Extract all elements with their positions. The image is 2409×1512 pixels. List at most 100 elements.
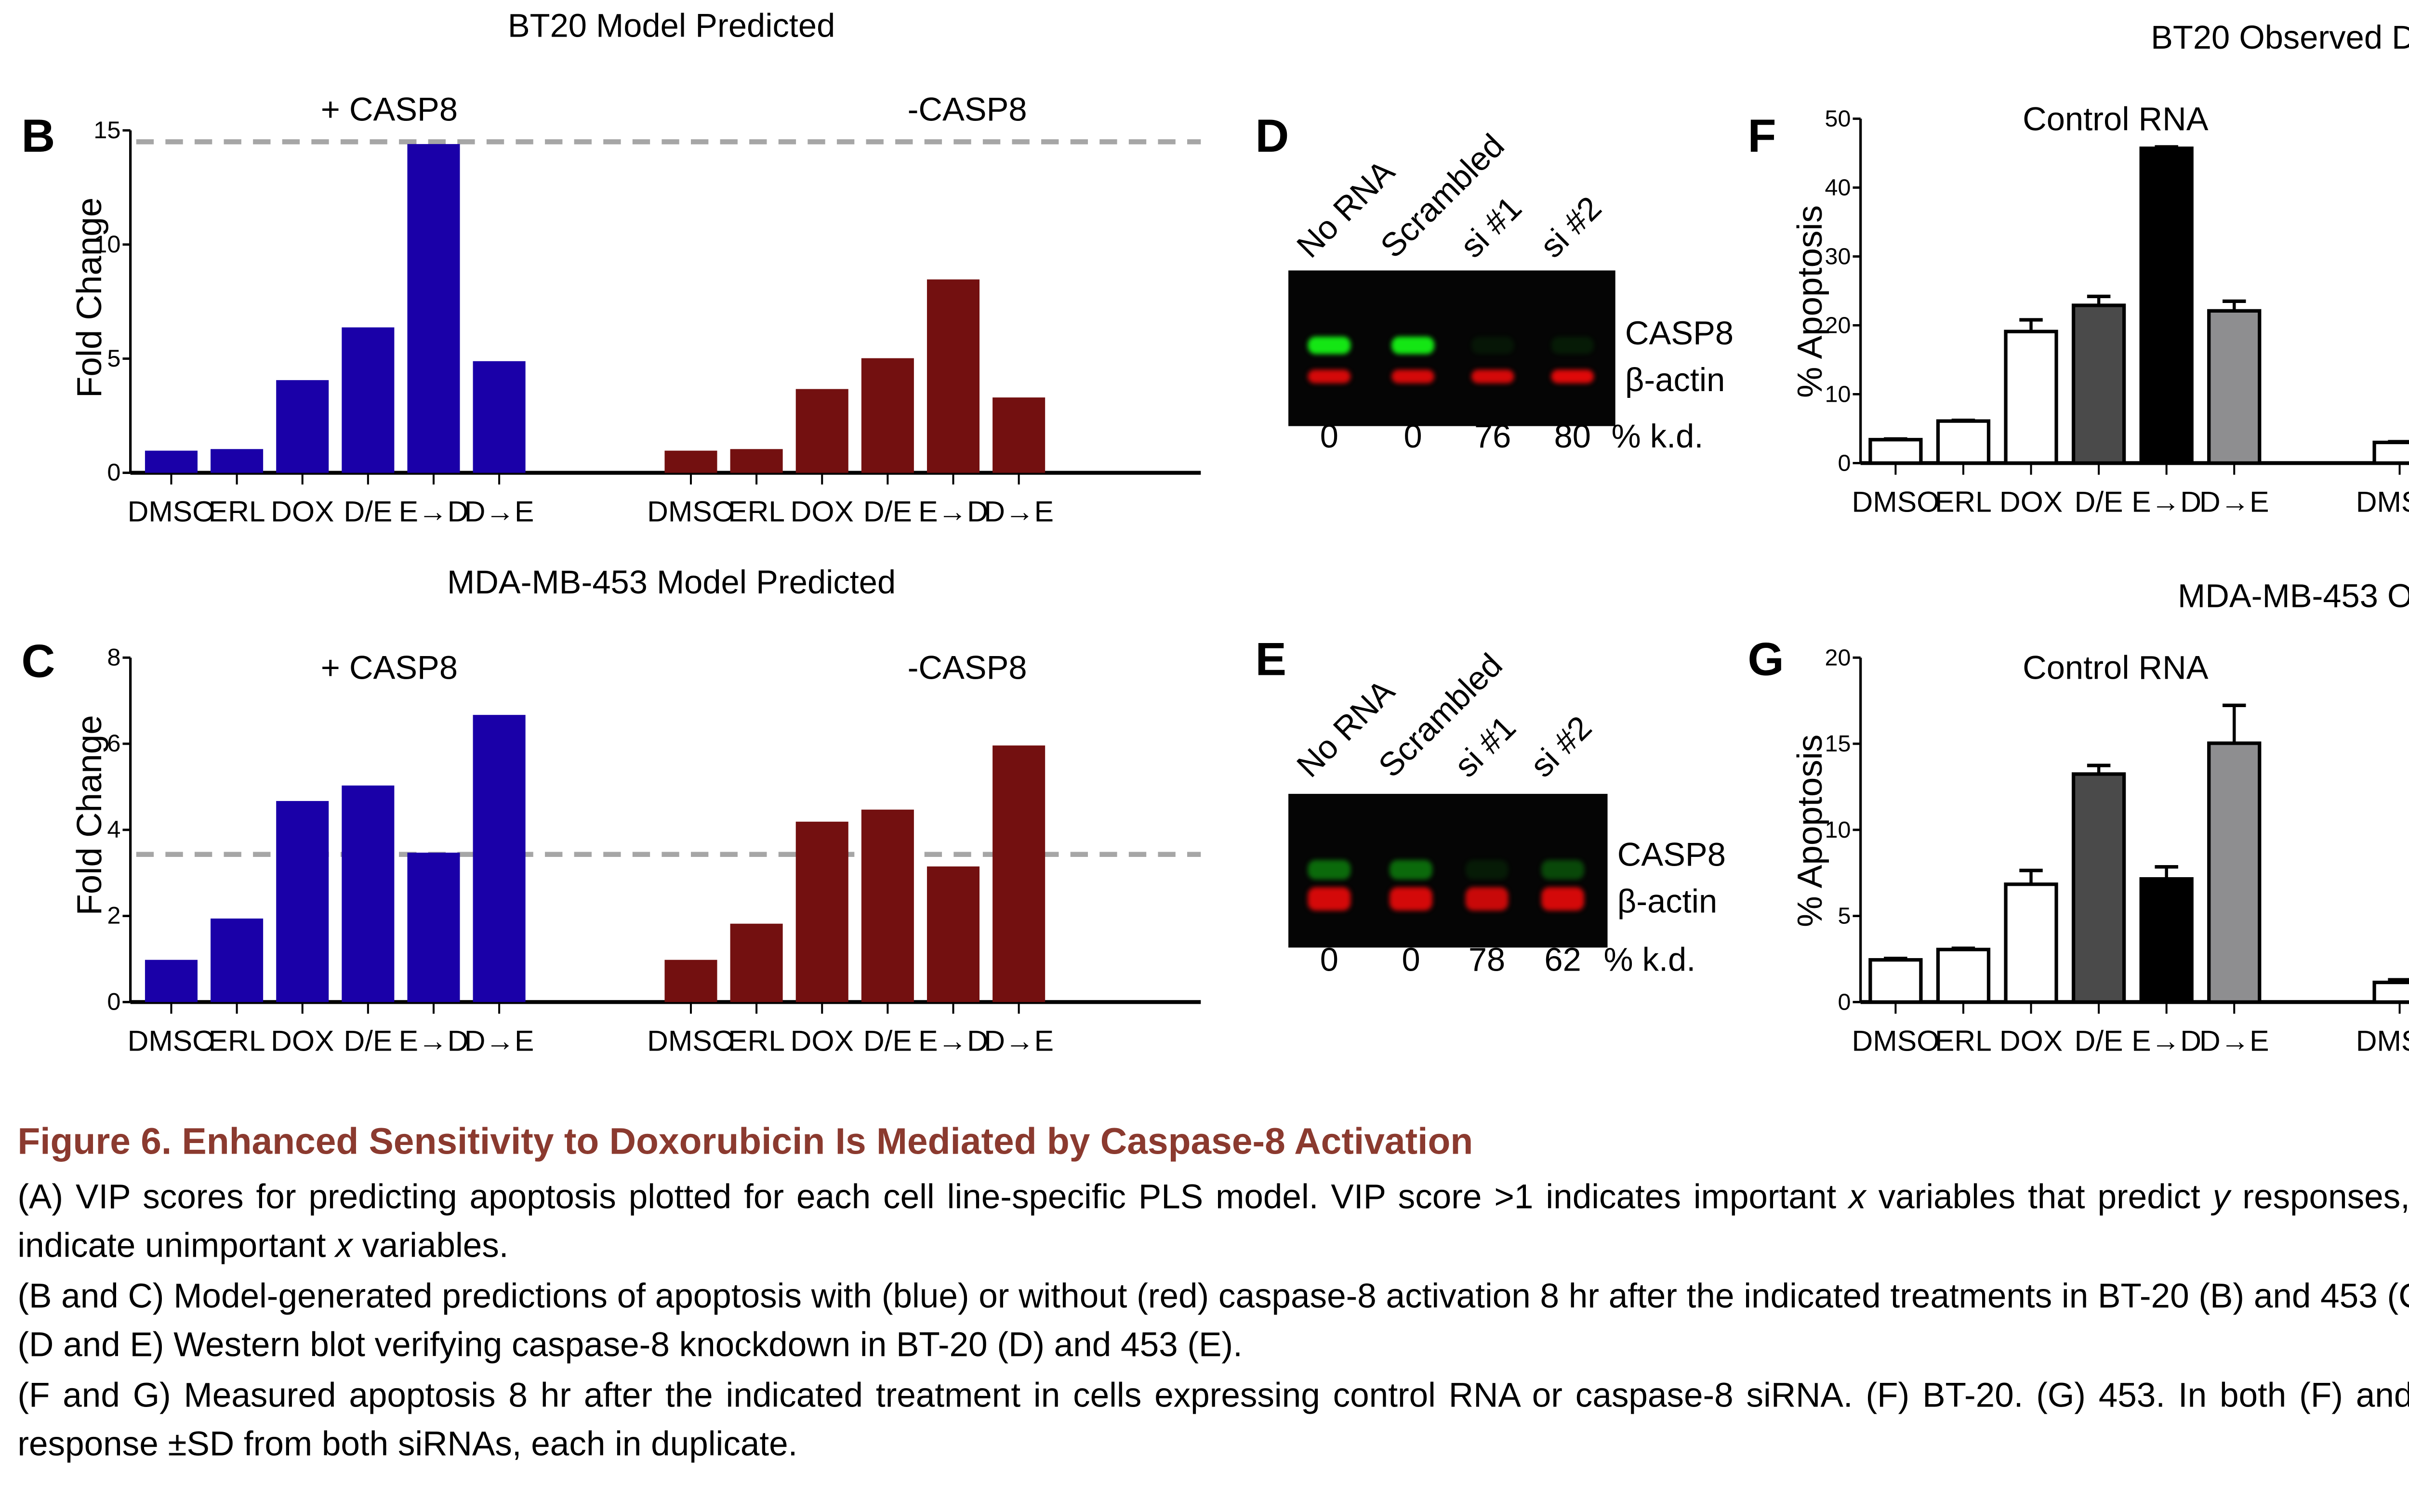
x-tick-label: D/E <box>344 1024 392 1057</box>
bar-casp8-d-to-e <box>473 361 526 473</box>
bar-casp8-dmso <box>145 960 198 1002</box>
bar-casp8-erl <box>211 449 264 473</box>
lane-label-si-2: si #2 <box>1523 709 1600 785</box>
x-tick-label: DOX <box>271 1024 334 1057</box>
bar-casp8-erl <box>730 449 783 473</box>
bar-casp8-sirna-dmso <box>2372 980 2409 1004</box>
x-tick-label: D/E <box>2075 1024 2123 1057</box>
y-tick-label: 20 <box>1825 313 1851 339</box>
bar-casp8-d-e <box>342 327 395 473</box>
y-tick-label: 8 <box>107 643 120 671</box>
x-tick-label: E→D <box>399 1024 469 1057</box>
beta-actin-band <box>1391 369 1435 383</box>
x-tick-label: E→D <box>918 495 988 528</box>
y-tick-label: 10 <box>93 230 120 258</box>
x-tick-label: DMSO <box>2356 1024 2409 1057</box>
figure-caption: Figure 6. Enhanced Sensitivity to Doxoru… <box>17 1119 2409 1470</box>
y-tick-label: 10 <box>1825 817 1851 843</box>
casp8-band <box>1551 336 1594 355</box>
x-tick-label: D→E <box>2199 485 2269 518</box>
x-tick-label: E→D <box>2131 485 2201 518</box>
caption-paragraph-bc: (B and C) Model-generated predictions of… <box>17 1275 2409 1315</box>
knockdown-label: % k.d. <box>1603 942 1696 979</box>
casp8-band <box>1391 336 1435 355</box>
x-tick-label: ERL <box>1935 1024 1992 1057</box>
knockdown-value: 0 <box>1402 942 1420 979</box>
x-tick-label: D→E <box>464 495 534 528</box>
x-tick-label: D/E <box>863 495 912 528</box>
chart-title-b: BT20 Model Predicted <box>507 8 835 45</box>
x-tick-label: DOX <box>1999 1024 2063 1057</box>
bar-casp8-dmso <box>664 960 717 1002</box>
x-tick-label: D→E <box>464 1024 534 1057</box>
knockdown-value: 0 <box>1320 942 1339 979</box>
bar-casp8-dmso <box>145 450 198 473</box>
casp8-band <box>1471 336 1514 355</box>
bar-control-rna-dox <box>2004 882 2058 1004</box>
beta-actin-label: β-actin <box>1617 883 1718 920</box>
y-axis-label: Fold Change <box>70 715 109 915</box>
x-tick-label: ERL <box>728 1024 785 1057</box>
beta-actin-band <box>1308 887 1351 911</box>
x-tick-label: E→D <box>2131 1024 2201 1057</box>
panel-letter-e: E <box>1255 634 1287 687</box>
panel-letter-f: F <box>1747 111 1776 164</box>
x-tick-label: DMSO <box>1852 1024 1940 1057</box>
chart-title-f: BT20 Observed Data <box>2151 19 2409 57</box>
panel-letter-c: C <box>21 636 55 689</box>
bar-casp8-d-e <box>342 785 395 1002</box>
caption-paragraph-fg: (F and G) Measured apoptosis 8 hr after … <box>17 1374 2409 1463</box>
casp8-label: CASP8 <box>1617 836 1726 874</box>
bar-casp8-d-e <box>861 358 914 473</box>
blot-image-e <box>1288 794 1608 948</box>
x-tick-label: DOX <box>1999 485 2063 518</box>
lane-label-si-2: si #2 <box>1533 189 1609 265</box>
y-tick-label: 15 <box>1825 731 1851 757</box>
x-tick-label: E→D <box>399 495 469 528</box>
bar-control-rna-d-e <box>2071 772 2126 1004</box>
beta-actin-band <box>1308 369 1351 383</box>
caption-paragraph-a: (A) VIP scores for predicting apoptosis … <box>17 1176 2409 1265</box>
casp8-band <box>1465 860 1509 880</box>
bar-control-rna-dox <box>2004 329 2058 465</box>
bar-casp8-erl <box>730 923 783 1002</box>
y-tick-label: 20 <box>1825 644 1851 671</box>
y-tick-label: 6 <box>107 729 120 757</box>
group-label-casp8: -CASP8 <box>908 91 1027 128</box>
chart-title-c: MDA-MB-453 Model Predicted <box>447 564 896 602</box>
y-axis-label: % Apoptosis <box>1790 205 1829 398</box>
bar-casp8-d-to-e <box>993 745 1046 1002</box>
panel-letter-b: B <box>21 111 55 164</box>
y-tick-label: 0 <box>1838 989 1851 1015</box>
knockdown-value: 0 <box>1403 418 1422 456</box>
bar-casp8-dox <box>795 821 848 1002</box>
casp8-band <box>1541 860 1585 880</box>
knockdown-value: 80 <box>1554 418 1591 456</box>
beta-actin-band <box>1541 887 1585 911</box>
bar-casp8-e-to-d <box>407 144 460 473</box>
y-tick-label: 50 <box>1825 106 1851 132</box>
panel-letter-g: G <box>1747 634 1784 687</box>
y-tick-label: 5 <box>1838 903 1851 929</box>
y-tick-label: 15 <box>93 116 120 144</box>
x-tick-label: D/E <box>2075 485 2123 518</box>
bar-casp8-sirna-dmso <box>2372 440 2409 465</box>
knockdown-value: 0 <box>1320 418 1339 456</box>
casp8-band <box>1308 860 1351 880</box>
x-tick-label: DMSO <box>2356 485 2409 518</box>
caption-paragraph-de: (D and E) Western blot verifying caspase… <box>17 1325 1243 1364</box>
bar-control-rna-erl <box>1936 947 1991 1004</box>
y-tick-label: 0 <box>1838 450 1851 476</box>
x-tick-label: D→E <box>2199 1024 2269 1057</box>
group-label-casp8: + CASP8 <box>321 649 458 686</box>
group-label-casp8: + CASP8 <box>321 91 458 128</box>
knockdown-value: 76 <box>1474 418 1511 456</box>
x-tick-label: ERL <box>209 495 265 528</box>
x-tick-label: DMSO <box>647 495 735 528</box>
bar-casp8-d-to-e <box>473 715 526 1002</box>
beta-actin-band <box>1465 887 1509 911</box>
